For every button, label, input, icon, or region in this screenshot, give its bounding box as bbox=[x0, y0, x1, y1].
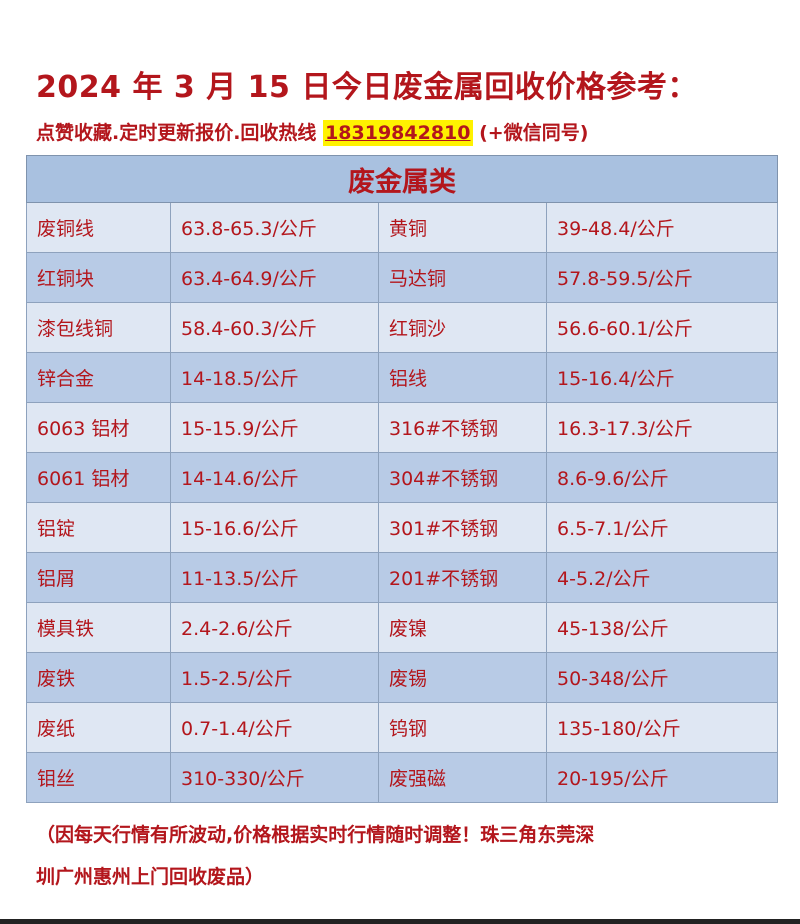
item-price: 50-348/公斤 bbox=[546, 652, 778, 703]
item-name: 废纸 bbox=[26, 702, 171, 753]
item-name: 废铁 bbox=[26, 652, 171, 703]
item-name: 钨钢 bbox=[378, 702, 547, 753]
item-price: 39-48.4/公斤 bbox=[546, 202, 778, 253]
item-name: 马达铜 bbox=[378, 252, 547, 303]
table-row: 锌合金 14-18.5/公斤 铝线 15-16.4/公斤 bbox=[26, 352, 778, 403]
table-row: 漆包线铜 58.4-60.3/公斤 红铜沙 56.6-60.1/公斤 bbox=[26, 302, 778, 353]
item-name: 铝线 bbox=[378, 352, 547, 403]
item-price: 135-180/公斤 bbox=[546, 702, 778, 753]
table-row: 6061 铝材 14-14.6/公斤 304#不锈钢 8.6-9.6/公斤 bbox=[26, 452, 778, 503]
item-name: 6061 铝材 bbox=[26, 452, 171, 503]
item-price: 57.8-59.5/公斤 bbox=[546, 252, 778, 303]
table-row: 钼丝 310-330/公斤 废强磁 20-195/公斤 bbox=[26, 752, 778, 803]
table-row: 6063 铝材 15-15.9/公斤 316#不锈钢 16.3-17.3/公斤 bbox=[26, 402, 778, 453]
item-price: 63.4-64.9/公斤 bbox=[170, 252, 379, 303]
item-name: 模具铁 bbox=[26, 602, 171, 653]
item-name: 锌合金 bbox=[26, 352, 171, 403]
item-name: 316#不锈钢 bbox=[378, 402, 547, 453]
item-name: 304#不锈钢 bbox=[378, 452, 547, 503]
item-name: 废锡 bbox=[378, 652, 547, 703]
item-name: 废强磁 bbox=[378, 752, 547, 803]
item-name: 铝锭 bbox=[26, 502, 171, 553]
item-name: 废镍 bbox=[378, 602, 547, 653]
item-name: 201#不锈钢 bbox=[378, 552, 547, 603]
table-row: 模具铁 2.4-2.6/公斤 废镍 45-138/公斤 bbox=[26, 602, 778, 653]
item-price: 1.5-2.5/公斤 bbox=[170, 652, 379, 703]
table-row: 铝屑 11-13.5/公斤 201#不锈钢 4-5.2/公斤 bbox=[26, 552, 778, 603]
subtitle: 点赞收藏.定时更新报价.回收热线 18319842810 (+微信同号) bbox=[36, 118, 589, 146]
item-price: 0.7-1.4/公斤 bbox=[170, 702, 379, 753]
item-name: 铝屑 bbox=[26, 552, 171, 603]
table-row: 废铁 1.5-2.5/公斤 废锡 50-348/公斤 bbox=[26, 652, 778, 703]
note-line-2: 圳广州惠州上门回收废品） bbox=[36, 866, 265, 888]
item-price: 6.5-7.1/公斤 bbox=[546, 502, 778, 553]
item-name: 红铜块 bbox=[26, 252, 171, 303]
item-price: 16.3-17.3/公斤 bbox=[546, 402, 778, 453]
page-title: 2024 年 3 月 15 日今日废金属回收价格参考： bbox=[36, 70, 698, 105]
table-row: 铝锭 15-16.6/公斤 301#不锈钢 6.5-7.1/公斤 bbox=[26, 502, 778, 553]
item-price: 56.6-60.1/公斤 bbox=[546, 302, 778, 353]
item-name: 红铜沙 bbox=[378, 302, 547, 353]
item-price: 15-16.6/公斤 bbox=[170, 502, 379, 553]
note-line-1: （因每天行情有所波动,价格根据实时行情随时调整！珠三角东莞深 bbox=[36, 824, 595, 846]
item-name: 漆包线铜 bbox=[26, 302, 171, 353]
item-price: 310-330/公斤 bbox=[170, 752, 379, 803]
subtitle-suffix: (+微信同号) bbox=[472, 122, 589, 144]
item-price: 63.8-65.3/公斤 bbox=[170, 202, 379, 253]
item-name: 钼丝 bbox=[26, 752, 171, 803]
item-name: 废铜线 bbox=[26, 202, 171, 253]
item-price: 15-16.4/公斤 bbox=[546, 352, 778, 403]
item-price: 4-5.2/公斤 bbox=[546, 552, 778, 603]
item-price: 58.4-60.3/公斤 bbox=[170, 302, 379, 353]
item-price: 15-15.9/公斤 bbox=[170, 402, 379, 453]
hotline-phone[interactable]: 18319842810 bbox=[323, 120, 473, 146]
item-price: 8.6-9.6/公斤 bbox=[546, 452, 778, 503]
item-price: 45-138/公斤 bbox=[546, 602, 778, 653]
table-row: 红铜块 63.4-64.9/公斤 马达铜 57.8-59.5/公斤 bbox=[26, 252, 778, 303]
subtitle-prefix: 点赞收藏.定时更新报价.回收热线 bbox=[36, 122, 324, 144]
item-price: 20-195/公斤 bbox=[546, 752, 778, 803]
item-price: 14-14.6/公斤 bbox=[170, 452, 379, 503]
item-name: 6063 铝材 bbox=[26, 402, 171, 453]
item-price: 14-18.5/公斤 bbox=[170, 352, 379, 403]
item-name: 黄铜 bbox=[378, 202, 547, 253]
item-price: 2.4-2.6/公斤 bbox=[170, 602, 379, 653]
item-name: 301#不锈钢 bbox=[378, 502, 547, 553]
table-row: 废铜线 63.8-65.3/公斤 黄铜 39-48.4/公斤 bbox=[26, 202, 778, 253]
table-header: 废金属类 bbox=[26, 155, 778, 203]
bottom-bar bbox=[0, 919, 800, 924]
item-price: 11-13.5/公斤 bbox=[170, 552, 379, 603]
table-row: 废纸 0.7-1.4/公斤 钨钢 135-180/公斤 bbox=[26, 702, 778, 753]
price-table: 废金属类 废铜线 63.8-65.3/公斤 黄铜 39-48.4/公斤 红铜块 63.4-… bbox=[26, 155, 778, 803]
